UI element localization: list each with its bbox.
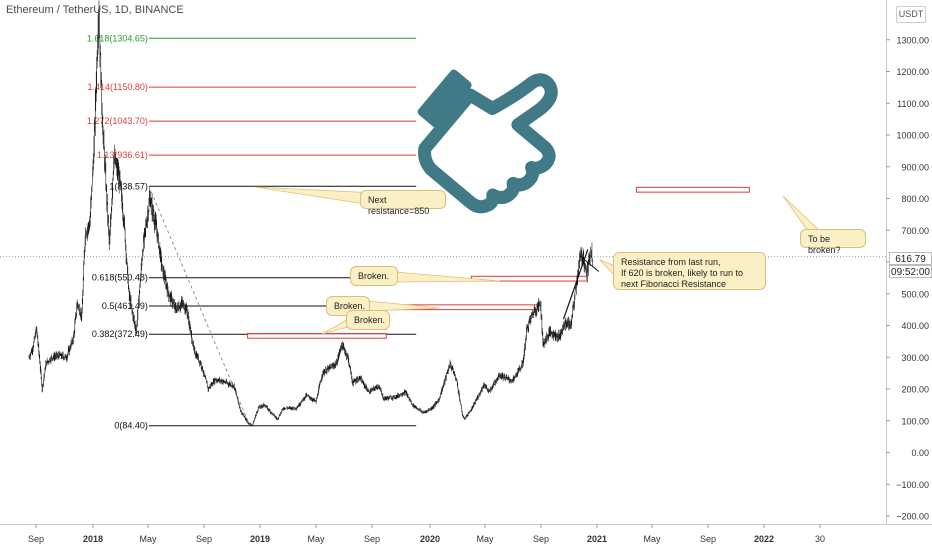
x-tick-label: Sep [700,534,716,544]
y-tick-label: 500.00 [901,289,929,299]
bar-countdown-tag: 09:52:00 [889,265,932,278]
y-tick-label: 1200.00 [896,67,929,77]
thumb-outline [418,73,558,214]
fib-level-label: 1.13(936.61) [97,150,148,160]
x-tick-label: May [307,534,325,544]
x-tick-label: 2020 [420,534,440,544]
resistance-zone [247,332,387,339]
trend-line [562,249,589,320]
callout-next-resistance[interactable]: Next resistance=850 [360,190,446,216]
fib-level-label: 1.618(1304.65) [87,33,148,43]
thumbs-up-icon [417,69,558,214]
x-tick-label: 2021 [587,534,607,544]
thumb-glyph [417,69,558,214]
x-tick-label: Sep [196,534,212,544]
currency-button[interactable]: USDT [896,6,926,23]
trend-line [579,255,600,272]
y-tick-label: 1100.00 [897,99,929,109]
x-tick-label: 2018 [83,534,103,544]
fib-level-label: 0(84.40) [114,421,148,431]
y-tick-label: 300.00 [901,353,929,363]
y-tick-label: 800.00 [901,194,929,204]
y-tick-label: 1000.00 [896,131,929,141]
callout-broken-3[interactable]: Broken. [346,310,390,330]
thumb-cuff [417,69,472,128]
callout-broken-1[interactable]: Broken. [350,266,398,286]
fib-level-label: 0.382(372.49) [92,329,148,339]
resistance-zone [635,186,750,193]
current-price-tag: 616.79 [889,252,932,265]
x-tick-label: 2022 [754,534,774,544]
fib-level-label: 1(838.57) [109,181,148,191]
fib-level-label: 1.414(1150.80) [88,82,148,92]
y-tick-label: 0.00 [911,448,929,458]
fib-level-label: 1.272(1043.70) [87,116,148,126]
fib-level-label: 0.618(550.48) [92,273,148,283]
y-tick-label: 900.00 [901,162,929,172]
y-tick-label: 400.00 [901,321,929,331]
y-tick-label: 100.00 [901,416,929,426]
leader-next-resistance [254,186,376,205]
leader-to-be-broken [782,195,822,232]
x-tick-label: 30 [815,534,825,544]
callout-to-be-broken[interactable]: To be broken? [800,229,866,255]
x-tick-label: 2019 [250,534,270,544]
x-tick-label: Sep [364,534,380,544]
y-tick-label: −100.00 [896,480,929,490]
callout-resistance-note[interactable]: Resistance from last run, If 620 is brok… [613,252,766,290]
x-tick-label: Sep [533,534,549,544]
x-tick-label: May [476,534,494,544]
x-tick-label: May [643,534,661,544]
fib-level-label: 0.5(461.49) [102,301,148,311]
chart-title: Ethereum / TetherUS, 1D, BINANCE [6,4,184,16]
y-tick-label: −200.00 [896,512,929,522]
x-tick-label: May [139,534,157,544]
x-tick-label: Sep [28,534,44,544]
y-tick-label: 200.00 [901,385,929,395]
y-tick-label: 1300.00 [896,35,929,45]
y-tick-label: 700.00 [901,226,929,236]
